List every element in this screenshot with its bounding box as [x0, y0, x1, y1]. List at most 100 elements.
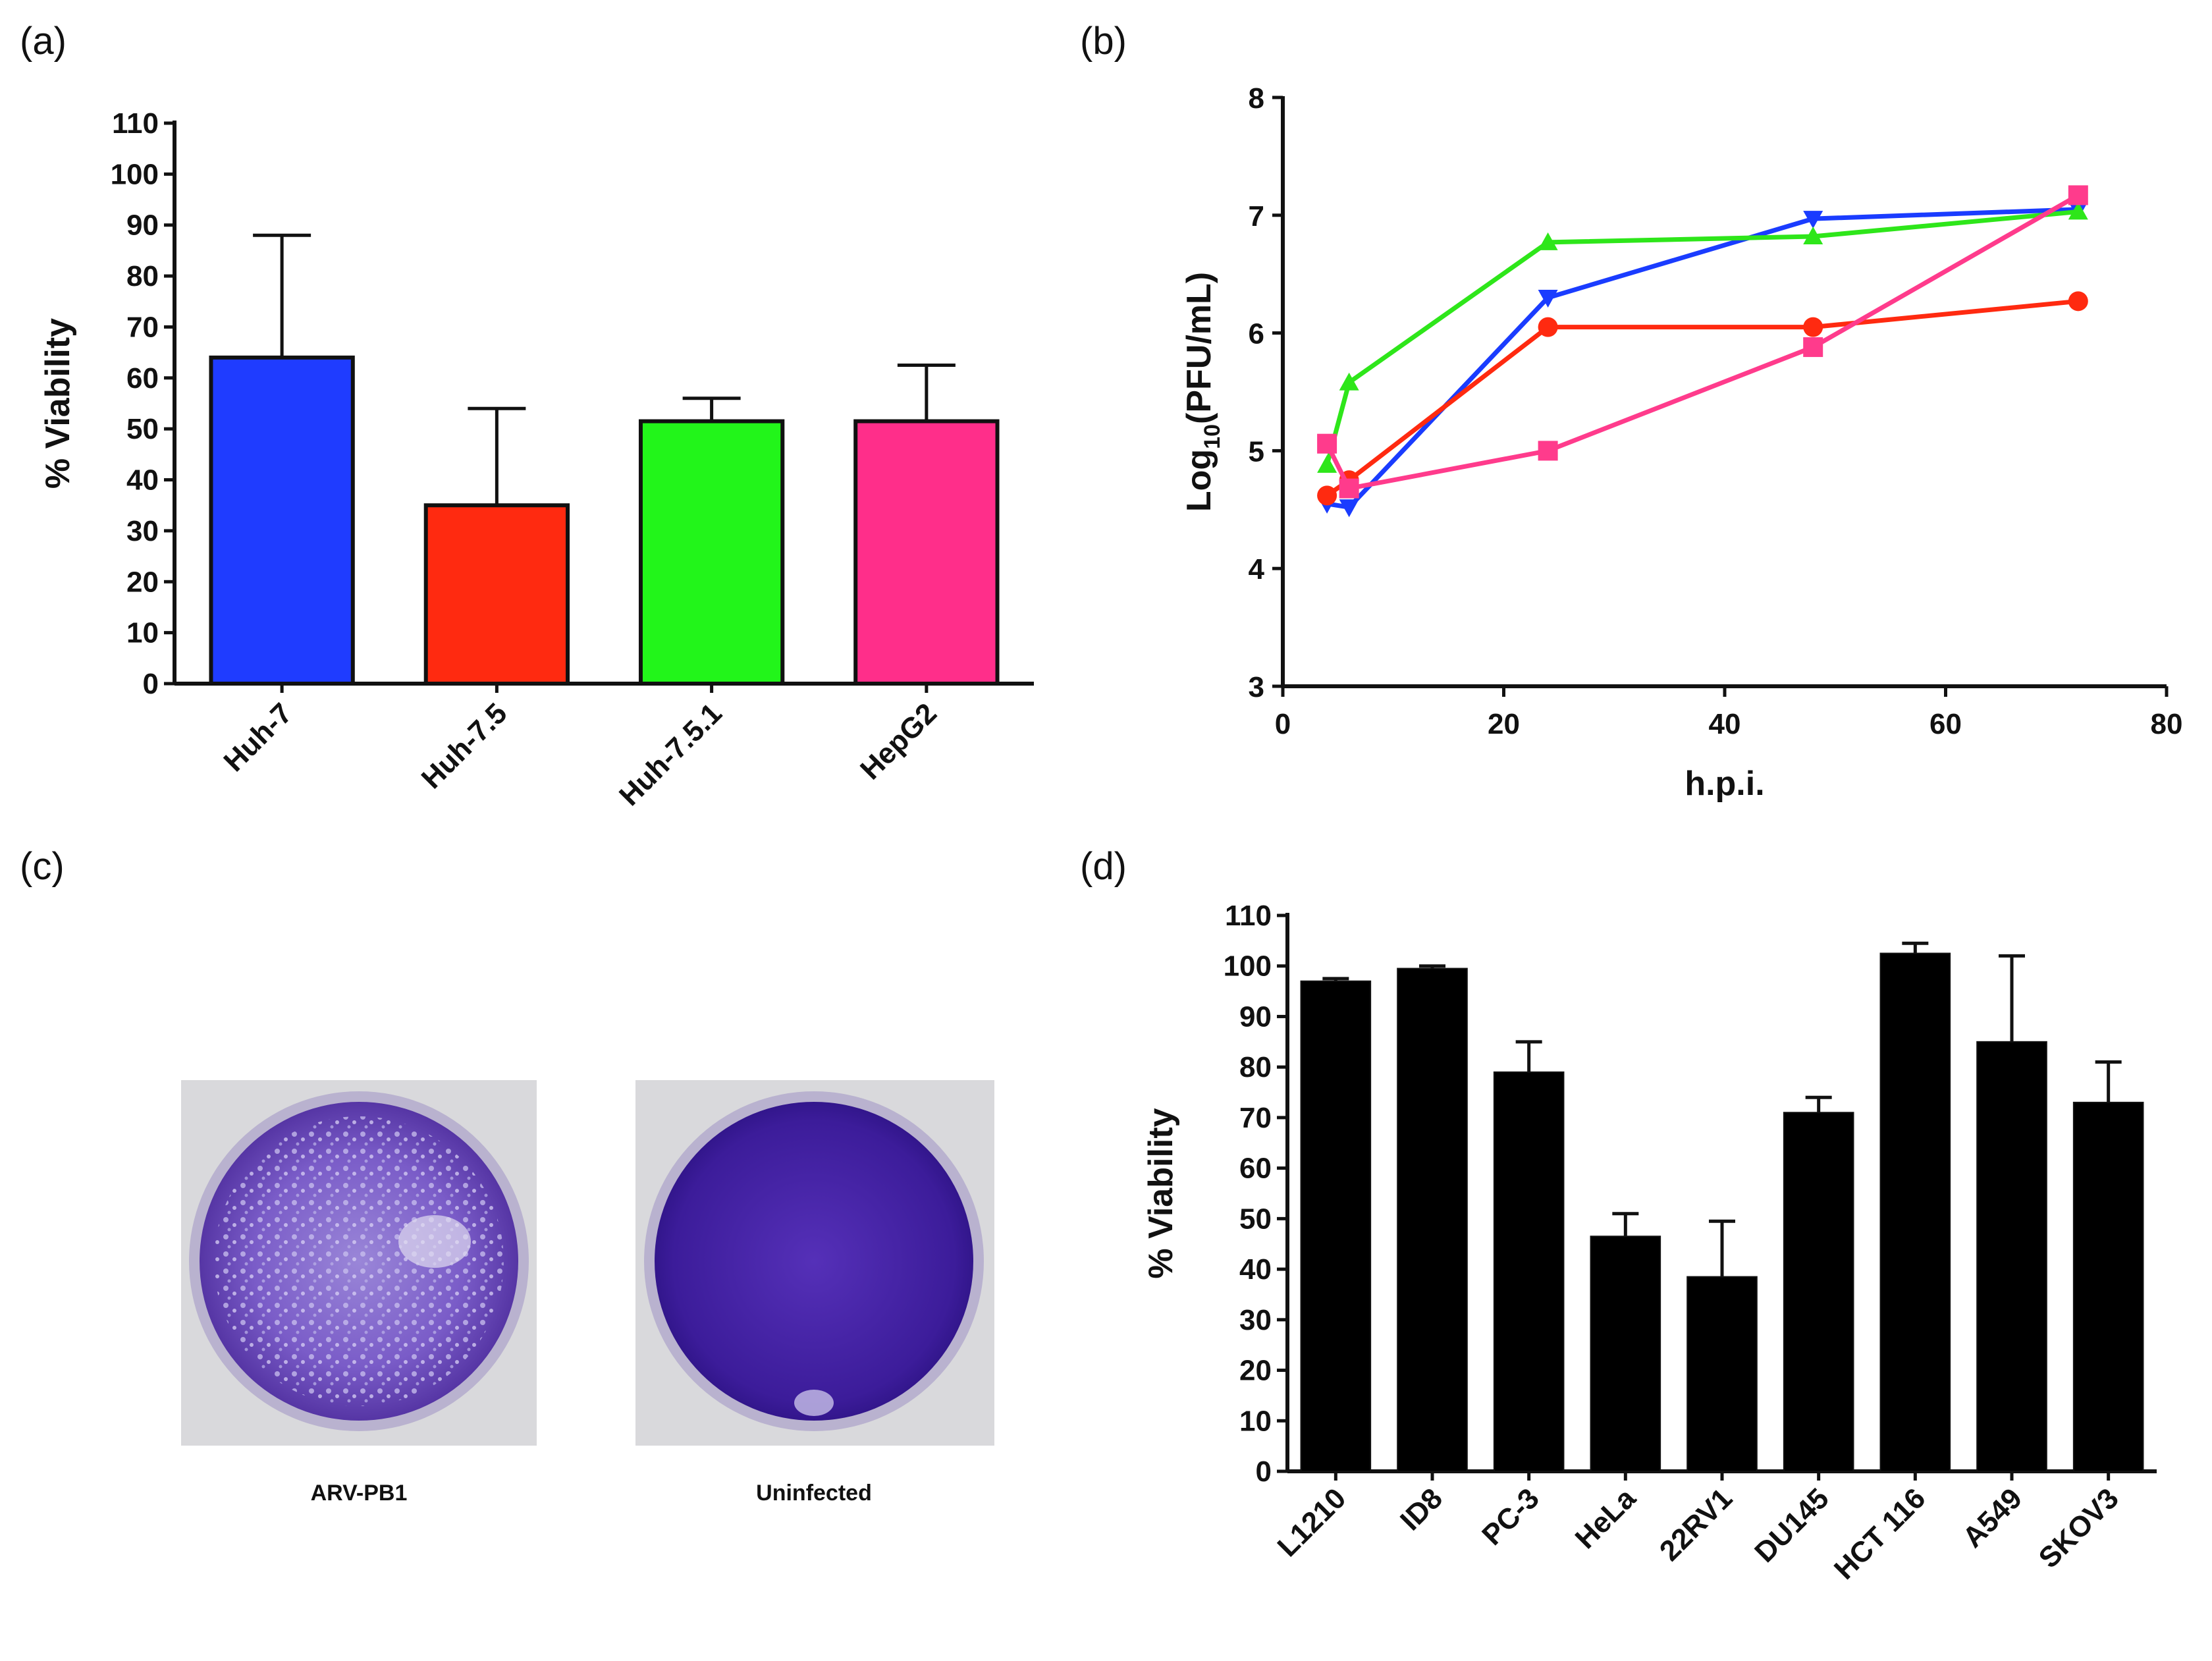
y-tick-label: 0	[1256, 1456, 1272, 1488]
y-tick-label: 8	[1249, 82, 1264, 115]
x-tick-label: 60	[1929, 708, 1962, 740]
bar-huh-7-5	[423, 503, 570, 686]
y-tick-label: 30	[1239, 1304, 1272, 1336]
point-huh-7	[1538, 289, 1558, 308]
y-axis-title: % Viability	[39, 318, 77, 489]
y-tick-label: 40	[1239, 1253, 1272, 1286]
x-tick-label: 80	[2151, 708, 2183, 740]
x-tick-label: Huh-7.5.1	[613, 697, 728, 812]
y-tick-label: 3	[1249, 671, 1264, 703]
chart-a: 0 10 20 30 40 50 60 70 80 90 100 110 % Viability Huh-…	[39, 107, 1034, 812]
y-tick-label: 50	[126, 413, 159, 445]
y-axis-title: Log10(PFU/mL)	[1180, 272, 1225, 512]
point-huh-7-5	[2068, 291, 2088, 312]
x-axis-title: h.p.i.	[1685, 765, 1764, 803]
chart-d: 0 10 20 30 40 50 60 70 80 90 100 110 % Viability L121…	[1142, 900, 2157, 1586]
y-tick-label: 110	[112, 107, 159, 140]
y-tick-label: 80	[1239, 1051, 1272, 1083]
x-tick-label: 40	[1709, 708, 1741, 740]
point-huh-7	[1803, 211, 1823, 229]
x-tick-label: 20	[1488, 708, 1520, 740]
bar-l1210	[1300, 980, 1372, 1472]
point-huh-7-5-1	[1339, 372, 1359, 391]
y-tick-label: 40	[126, 464, 159, 497]
y-tick-label: 20	[126, 566, 159, 598]
point-huh-7-5	[1317, 485, 1337, 506]
caption-arv-pb1: ARV-PB1	[311, 1481, 408, 1506]
bar-a549	[1976, 1041, 2047, 1473]
bar-huh-7	[209, 355, 355, 686]
y-axis-title-subscript: 10	[1200, 424, 1225, 449]
bar-huh-7-5-1	[638, 419, 785, 686]
point-hepg2	[1803, 337, 1823, 358]
bar-du145	[1783, 1112, 1854, 1472]
y-tick-label: 60	[1239, 1153, 1272, 1185]
y-tick-label: 80	[126, 260, 159, 292]
y-tick-label: 90	[1239, 1000, 1272, 1033]
y-tick-label: 110	[1225, 900, 1272, 932]
x-tick-label: PC-3	[1476, 1482, 1546, 1552]
point-huh-7-5	[1803, 317, 1823, 337]
y-tick-label: 70	[126, 311, 159, 343]
panel-c-photos: ARV-PB1 Uninfected	[181, 1080, 994, 1506]
panel-label-d: (d)	[1080, 845, 1127, 888]
caption-uninfected: Uninfected	[756, 1481, 872, 1506]
photo-arv-pb1	[181, 1080, 537, 1446]
y-tick-label: 90	[126, 209, 159, 242]
series-line-huh-7	[1326, 207, 2078, 510]
x-tick-label: HeLa	[1569, 1482, 1642, 1555]
y-tick-label: 20	[1239, 1355, 1272, 1387]
plate-reflection	[794, 1390, 834, 1416]
panel-label-b: (b)	[1080, 20, 1127, 63]
bar-22rv1	[1686, 1276, 1758, 1472]
y-tick-label: 70	[1239, 1102, 1272, 1134]
y-tick-label: 100	[1224, 950, 1272, 983]
x-tick-label: SKOV3	[2033, 1482, 2125, 1574]
point-huh-7-5	[1538, 317, 1558, 337]
point-hepg2	[1538, 441, 1558, 461]
bar-id8	[1397, 967, 1468, 1472]
x-tick-label: 0	[1275, 708, 1291, 740]
plaque-speckle	[214, 1116, 504, 1406]
bar-hela	[1590, 1236, 1661, 1472]
x-tick-label: DU145	[1748, 1482, 1835, 1568]
y-tick-label: 4	[1249, 553, 1265, 585]
series-line-huh-7-5	[1326, 298, 2079, 498]
panel-label-a: (a)	[20, 20, 67, 63]
y-tick-label: 30	[126, 515, 159, 547]
y-tick-label: 0	[143, 668, 159, 700]
x-tick-label: L1210	[1272, 1482, 1353, 1563]
x-tick-label: A549	[1956, 1482, 2028, 1554]
bar-skov3	[2072, 1101, 2144, 1472]
plaque-clearing	[398, 1215, 471, 1268]
bar-hepg2	[853, 419, 1000, 686]
bar-hct-116	[1879, 952, 1951, 1472]
y-tick-label: 60	[126, 362, 159, 395]
point-hepg2	[1317, 433, 1337, 454]
x-tick-label: Huh-7	[217, 697, 298, 778]
x-tick-label: ID8	[1394, 1482, 1449, 1537]
x-tick-label: 22RV1	[1654, 1482, 1739, 1567]
y-tick-label: 50	[1239, 1203, 1272, 1235]
y-tick-label: 5	[1249, 435, 1264, 468]
y-tick-label: 6	[1249, 318, 1264, 350]
photo-uninfected	[635, 1080, 994, 1446]
point-huh-7-5-1	[2068, 202, 2088, 220]
point-hepg2	[1339, 478, 1359, 499]
bar-pc-3	[1493, 1071, 1565, 1472]
y-tick-label: 10	[1239, 1405, 1272, 1437]
y-axis-title-rest: (PFU/mL)	[1180, 272, 1218, 424]
y-tick-label: 100	[111, 158, 159, 190]
plate-well-uninfected	[655, 1102, 973, 1421]
y-axis-title-base: Log	[1180, 449, 1218, 512]
x-tick-label: Huh-7.5	[416, 697, 514, 795]
x-tick-label: HCT 116	[1828, 1482, 1931, 1585]
point-huh-7-5-1	[1317, 454, 1337, 473]
point-huh-7	[1339, 499, 1359, 518]
point-huh-7-5-1	[1803, 226, 1823, 244]
y-tick-label: 10	[126, 617, 159, 649]
x-tick-label: HepG2	[854, 697, 943, 786]
y-axis-title: % Viability	[1142, 1108, 1180, 1278]
